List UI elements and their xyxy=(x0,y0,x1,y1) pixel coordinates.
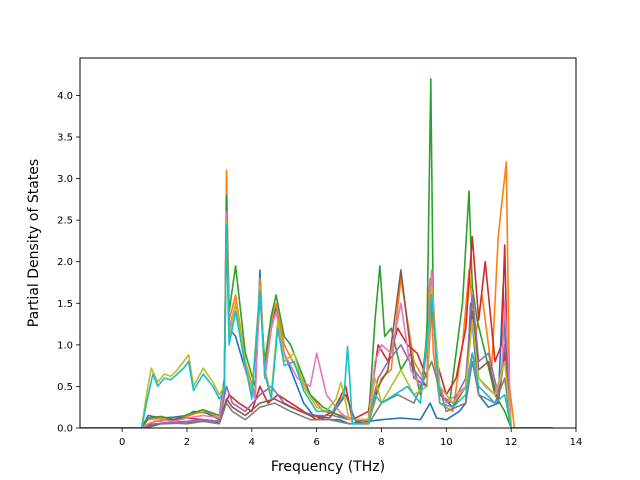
x-tick-label: 8 xyxy=(378,437,384,448)
x-tick-label: 12 xyxy=(505,437,518,448)
x-axis: 0 2 4 6 8 10 12 14 xyxy=(119,428,582,448)
series-line-10 xyxy=(80,223,554,428)
y-tick-label: 1.5 xyxy=(57,299,73,310)
y-axis: 0.0 0.5 1.0 1.5 2.0 2.5 3.0 3.5 4.0 xyxy=(57,91,80,435)
plot-frame xyxy=(79,57,577,429)
y-tick-label: 4.0 xyxy=(57,91,73,102)
x-axis-label: Frequency (THz) xyxy=(271,459,385,475)
y-tick-label: 3.5 xyxy=(57,132,73,143)
y-tick-label: 1.0 xyxy=(57,340,73,351)
x-tick-label: 14 xyxy=(570,437,583,448)
x-tick-label: 0 xyxy=(119,437,125,448)
x-tick-label: 2 xyxy=(184,437,190,448)
plot-area xyxy=(80,58,576,428)
x-tick-label: 10 xyxy=(440,437,453,448)
series-line-8 xyxy=(80,360,554,428)
series-line-1 xyxy=(80,223,554,428)
x-tick-label: 4 xyxy=(249,437,255,448)
y-tick-label: 0.5 xyxy=(57,382,73,393)
series-group xyxy=(80,78,554,428)
x-tick-label: 6 xyxy=(313,437,319,448)
y-tick-label: 2.5 xyxy=(57,216,73,227)
y-tick-label: 3.0 xyxy=(57,174,73,185)
y-tick-label: 2.0 xyxy=(57,257,73,268)
y-axis-label: Partial Density of States xyxy=(26,159,42,327)
series-line-9 xyxy=(80,219,554,428)
y-tick-label: 0.0 xyxy=(57,424,73,435)
